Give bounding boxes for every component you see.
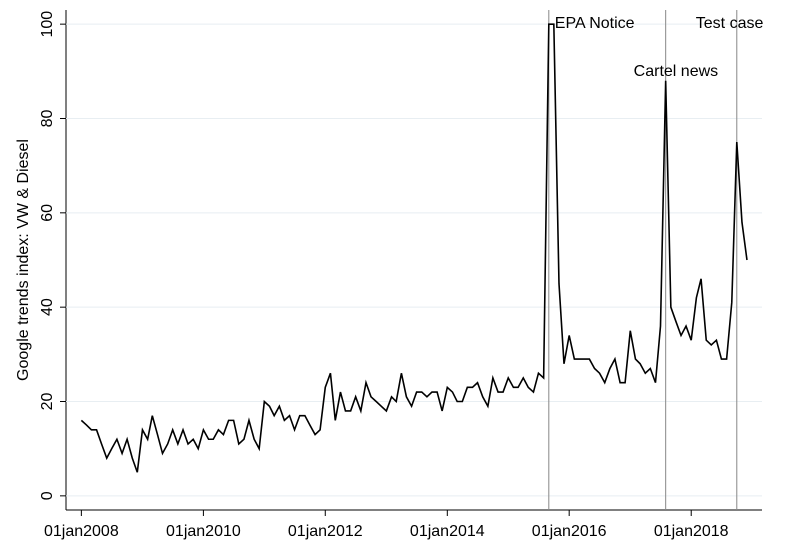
y-tick-label: 80 [39, 109, 56, 127]
series-line [80, 23, 748, 473]
y-tick-label: 100 [39, 11, 56, 38]
x-tick-label: 01jan2010 [166, 523, 241, 540]
y-tick-label: 20 [39, 393, 56, 411]
annotation-label: EPA Notice [555, 15, 635, 32]
y-tick-label: 0 [39, 491, 56, 500]
x-tick-label: 01jan2014 [410, 523, 485, 540]
annotation-label: Test case [696, 15, 764, 32]
x-tick-label: 01jan2008 [44, 523, 119, 540]
annotation-label: Cartel news [634, 63, 718, 80]
y-axis-title: Google trends index: VW & Diesel [15, 139, 32, 381]
y-tick-label: 60 [39, 204, 56, 222]
x-tick-label: 01jan2012 [288, 523, 363, 540]
x-tick-label: 01jan2016 [532, 523, 607, 540]
x-tick-label: 01jan2018 [654, 523, 729, 540]
y-tick-label: 40 [39, 298, 56, 316]
